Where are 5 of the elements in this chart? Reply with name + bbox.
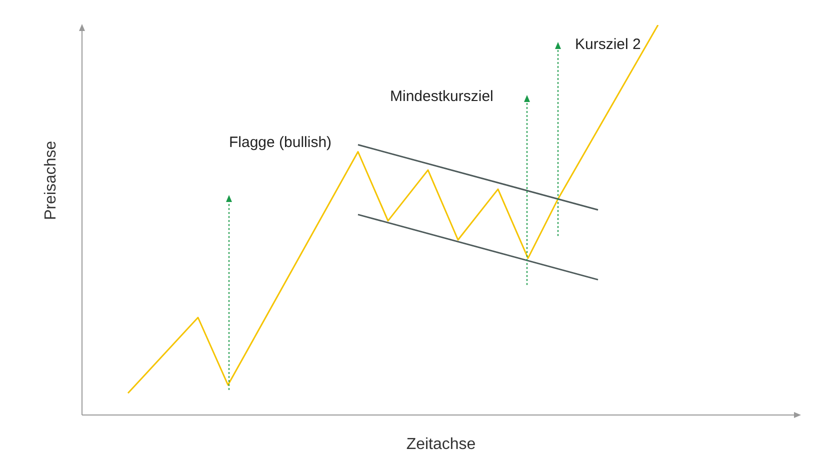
annotation: Mindestkursziel	[390, 88, 494, 105]
y-axis-title: Preisachse	[42, 140, 60, 220]
annotation: Kursziel 2	[575, 36, 641, 53]
annotation: Flagge (bullish)	[229, 134, 332, 151]
x-axis-title: Zeitachse	[406, 436, 476, 453]
